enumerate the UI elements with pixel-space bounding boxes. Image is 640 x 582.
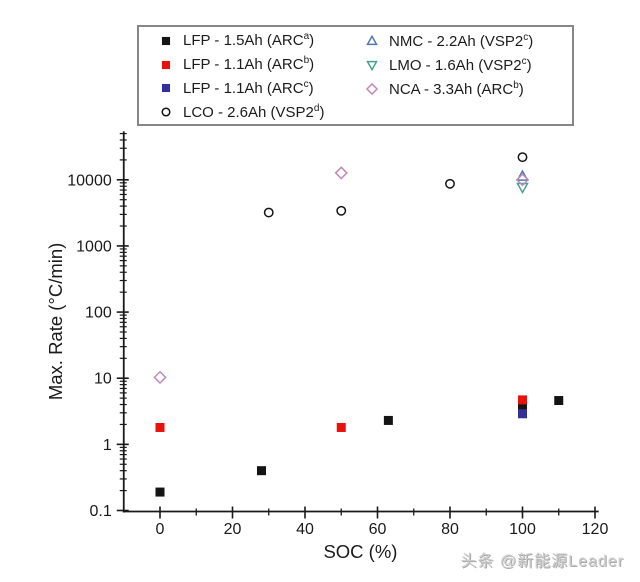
triangle-up-open-legend-icon bbox=[366, 34, 378, 46]
series-nca bbox=[153, 166, 530, 385]
square-filled-legend-icon bbox=[161, 84, 171, 93]
legend-item-lfp: LFP - 1.1Ah (ARCc) bbox=[154, 77, 360, 101]
data-point bbox=[334, 166, 348, 180]
square-marker-icon bbox=[336, 422, 346, 432]
y-tick-label: 1 bbox=[103, 437, 112, 454]
square-marker-icon bbox=[518, 402, 527, 412]
legend-item-nmc: NMC - 2.2Ah (VSP2c) bbox=[360, 29, 533, 53]
legend-item-lfp: LFP - 1.1Ah (ARCb) bbox=[154, 53, 360, 77]
diamond-open-legend-icon bbox=[365, 82, 379, 96]
triangle-up-marker-icon bbox=[366, 34, 378, 46]
legend-label: LFP - 1.5Ah (ARCa) bbox=[183, 31, 315, 50]
series-lfp bbox=[155, 395, 527, 432]
diamond-marker-icon bbox=[153, 370, 167, 385]
y-tick-label: 10000 bbox=[67, 172, 112, 189]
square-marker-icon bbox=[155, 422, 165, 432]
data-point bbox=[515, 173, 530, 187]
diamond-marker-icon bbox=[515, 173, 530, 187]
series-nmc bbox=[516, 169, 529, 181]
watermark: 头条 @新能源Leader bbox=[460, 553, 624, 570]
x-tick-label: 80 bbox=[441, 521, 459, 538]
square-marker-icon bbox=[518, 409, 527, 419]
series-lfp bbox=[518, 409, 527, 419]
legend-item-lmo: LMO - 1.6Ah (VSP2c) bbox=[360, 53, 533, 77]
diamond-marker-icon bbox=[334, 166, 348, 180]
y-tick-label: 0.1 bbox=[90, 503, 112, 520]
legend-label: NMC - 2.2Ah (VSP2c) bbox=[389, 31, 534, 50]
circle-marker-icon bbox=[161, 107, 171, 117]
square-filled-legend-icon bbox=[161, 36, 171, 45]
legend-label: LCO - 2.6Ah (VSP2d) bbox=[183, 102, 325, 121]
legend: LFP - 1.5Ah (ARCa) LFP - 1.1Ah (ARCb) LFP … bbox=[137, 25, 574, 126]
data-point bbox=[153, 370, 167, 385]
data-point bbox=[257, 466, 266, 476]
data-point bbox=[518, 402, 527, 412]
series-lfp bbox=[155, 396, 564, 497]
circle-marker-icon bbox=[263, 207, 274, 218]
legend-label: LMO - 1.6Ah (VSP2c) bbox=[389, 55, 532, 74]
legend-label: NCA - 3.3Ah (ARCb) bbox=[389, 79, 524, 98]
data-point bbox=[554, 396, 564, 406]
square-marker-icon bbox=[554, 396, 564, 406]
data-point bbox=[518, 395, 527, 405]
data-point bbox=[336, 422, 346, 432]
triangle-down-marker-icon bbox=[366, 60, 378, 72]
legend-item-nca: NCA - 3.3Ah (ARCb) bbox=[360, 77, 533, 101]
legend-label: LFP - 1.1Ah (ARCc) bbox=[183, 78, 314, 97]
series-lmo bbox=[516, 182, 529, 195]
x-tick-label: 40 bbox=[296, 521, 314, 538]
x-tick-label: 60 bbox=[369, 521, 387, 538]
circle-open-legend-icon bbox=[161, 107, 171, 117]
data-point bbox=[516, 169, 529, 181]
x-tick-label: 0 bbox=[156, 521, 165, 538]
series-lco bbox=[263, 152, 528, 218]
square-filled-legend-icon bbox=[161, 60, 171, 69]
data-point bbox=[155, 422, 165, 432]
square-marker-icon bbox=[155, 487, 165, 497]
x-tick-label: 100 bbox=[509, 521, 536, 538]
circle-marker-icon bbox=[336, 205, 347, 216]
legend-column-1: LFP - 1.5Ah (ARCa) LFP - 1.1Ah (ARCb) LFP … bbox=[154, 29, 360, 124]
x-tick-label: 120 bbox=[582, 521, 609, 538]
y-tick-label: 10 bbox=[94, 371, 112, 388]
y-tick-label: 1000 bbox=[76, 238, 112, 255]
data-point bbox=[516, 182, 529, 195]
circle-marker-icon bbox=[517, 152, 528, 163]
triangle-up-marker-icon bbox=[516, 169, 529, 181]
square-marker-icon bbox=[161, 84, 171, 93]
x-tick-label: 20 bbox=[224, 521, 242, 538]
data-point bbox=[518, 409, 527, 419]
data-point bbox=[445, 178, 455, 189]
square-marker-icon bbox=[257, 466, 266, 476]
data-point bbox=[383, 415, 393, 425]
triangle-down-marker-icon bbox=[516, 182, 529, 195]
square-marker-icon bbox=[518, 395, 527, 405]
square-marker-icon bbox=[161, 60, 171, 69]
legend-item-lfp: LFP - 1.5Ah (ARCa) bbox=[154, 29, 360, 53]
legend-item-lco: LCO - 2.6Ah (VSP2d) bbox=[154, 100, 360, 124]
data-point bbox=[517, 152, 528, 163]
data-point bbox=[263, 207, 274, 218]
square-marker-icon bbox=[161, 36, 171, 45]
legend-label: LFP - 1.1Ah (ARCb) bbox=[183, 55, 315, 74]
square-marker-icon bbox=[383, 415, 393, 425]
diamond-marker-icon bbox=[365, 82, 379, 96]
data-point bbox=[155, 487, 165, 497]
triangle-down-open-legend-icon bbox=[366, 60, 378, 72]
legend-column-2: NMC - 2.2Ah (VSP2c) LMO - 1.6Ah (VSP2c) NC… bbox=[360, 29, 533, 124]
y-axis-title: Max. Rate (°C/min) bbox=[45, 243, 66, 400]
y-tick-label: 100 bbox=[85, 305, 112, 322]
x-axis-title: SOC (%) bbox=[323, 541, 397, 562]
data-point bbox=[336, 205, 347, 216]
circle-marker-icon bbox=[445, 178, 455, 189]
